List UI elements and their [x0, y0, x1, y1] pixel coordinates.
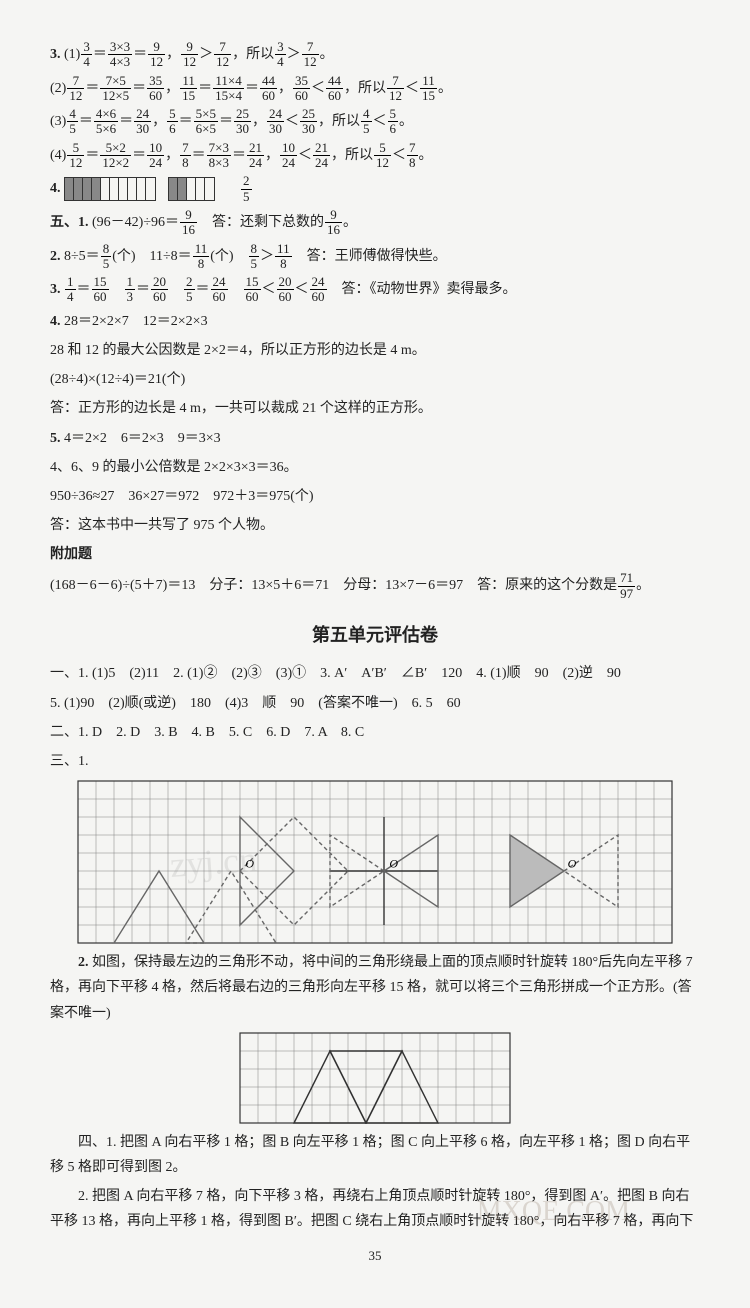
- grid-figure-2: [239, 1032, 511, 1124]
- unit5-title: 第五单元评估卷: [50, 619, 700, 651]
- svg-text:O: O: [389, 857, 398, 871]
- section-5-3: 3. 14＝1560 13＝2060 25＝2460 1560＜2060＜246…: [50, 275, 700, 305]
- page-number: 35: [50, 1244, 700, 1267]
- section-5-2: 2. 8÷5＝85(个) 11÷8＝118(个) 85＞118 答：王师傅做得快…: [50, 242, 700, 272]
- unit5-sec3: 三、1.: [50, 749, 700, 774]
- unit5-sec2: 二、1. D 2. D 3. B 4. B 5. C 6. D 7. A 8. …: [50, 720, 700, 745]
- bar-diagram-2: [168, 177, 215, 201]
- section-5-1: 五、1. (96－42)÷96＝916 答：还剩下总数的916。: [50, 208, 700, 238]
- problem-3-2: (2)712＝7×512×5＝3560，1115＝11×415×4＝4460，3…: [50, 74, 700, 104]
- problem-3-3: (3)45＝4×65×6＝2430，56＝5×56×5＝2530，2430＜25…: [50, 107, 700, 137]
- problem-3-4: (4)512＝5×212×2＝1024，78＝7×38×3＝2124，1024＜…: [50, 141, 700, 171]
- extra-heading: 附加题: [50, 542, 700, 567]
- unit5-sec1: 一、1. (1)5 (2)11 2. (1)② (2)③ (3)① 3. A′ …: [50, 661, 700, 686]
- grid-figure-1: OOO: [77, 780, 673, 944]
- sec4-2: 2. 把图 A 向右平移 7 格，向下平移 3 格，再绕右上角顶点顺时针旋转 1…: [50, 1184, 700, 1234]
- svg-text:O: O: [245, 857, 254, 871]
- problem-3-1: 3. (1)34＝3×34×3＝912，912＞712，所以34＞712。: [50, 40, 700, 70]
- sec4-1: 四、1. 把图 A 向右平移 1 格；图 B 向左平移 1 格；图 C 向上平移…: [50, 1130, 700, 1180]
- problem-4: 4. 25: [50, 174, 700, 204]
- svg-text:O: O: [568, 857, 577, 871]
- bar-diagram-1: [64, 177, 156, 201]
- t2: 2. 如图，保持最左边的三角形不动，将中间的三角形绕最上面的顶点顺时针旋转 18…: [50, 950, 700, 1026]
